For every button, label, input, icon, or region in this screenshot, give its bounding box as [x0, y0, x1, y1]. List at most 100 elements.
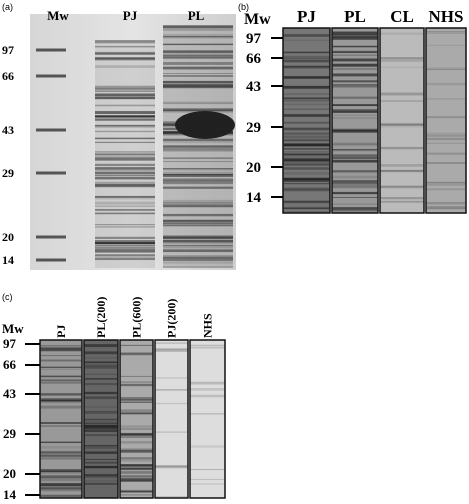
band	[163, 257, 233, 260]
band	[283, 163, 330, 166]
band	[190, 478, 225, 480]
band	[163, 157, 233, 160]
band	[95, 254, 155, 256]
band	[426, 208, 466, 210]
band	[95, 167, 155, 170]
band	[120, 449, 153, 453]
band	[95, 40, 155, 43]
band	[163, 180, 233, 182]
marker-label: 97	[2, 43, 14, 57]
band	[283, 86, 330, 89]
band	[84, 410, 118, 414]
band	[332, 192, 378, 194]
band	[163, 132, 233, 136]
band	[380, 185, 424, 188]
band	[84, 351, 118, 355]
band	[84, 450, 118, 454]
band	[380, 32, 424, 35]
band	[84, 458, 118, 460]
band	[95, 141, 155, 144]
band	[163, 149, 233, 152]
band	[283, 58, 330, 60]
band	[95, 85, 155, 88]
band	[332, 157, 378, 159]
band	[332, 31, 378, 33]
band	[84, 421, 118, 425]
lane-label: PL(600)	[130, 297, 144, 338]
band	[120, 399, 153, 402]
band	[332, 83, 378, 87]
band	[95, 94, 155, 98]
band	[40, 446, 82, 449]
band	[426, 31, 466, 33]
lane-label: PL	[344, 7, 366, 26]
band	[84, 396, 118, 400]
lane	[95, 40, 155, 268]
band	[190, 346, 225, 349]
band	[380, 186, 424, 189]
band	[40, 405, 82, 409]
band	[163, 249, 233, 253]
band	[283, 65, 330, 67]
band	[95, 242, 155, 245]
band	[163, 145, 233, 148]
band	[332, 38, 378, 40]
band	[84, 377, 118, 380]
band	[84, 422, 118, 424]
band	[40, 348, 82, 352]
lane-label: PL(200)	[94, 297, 108, 338]
band	[163, 54, 233, 56]
band	[380, 169, 424, 172]
marker-label: 29	[2, 166, 14, 180]
band	[40, 490, 82, 492]
band	[163, 138, 233, 142]
band	[163, 181, 233, 183]
band	[155, 465, 188, 469]
band	[283, 177, 330, 180]
band	[95, 168, 155, 172]
band	[283, 114, 330, 117]
band	[84, 366, 118, 369]
band	[95, 137, 155, 140]
band	[84, 445, 118, 446]
band	[283, 211, 330, 212]
band	[283, 207, 330, 210]
band	[163, 130, 233, 133]
band	[84, 446, 118, 449]
marker-label: 97	[3, 336, 17, 351]
band	[332, 129, 378, 133]
band	[95, 175, 155, 177]
band	[332, 50, 378, 53]
band	[40, 422, 82, 424]
band	[95, 93, 155, 96]
band	[84, 391, 118, 395]
band	[380, 196, 424, 200]
band	[84, 373, 118, 375]
band	[84, 465, 118, 468]
band	[283, 155, 330, 159]
marker-label: 97	[246, 31, 262, 47]
band	[163, 85, 233, 89]
band	[84, 461, 118, 464]
band	[283, 187, 330, 191]
band	[95, 163, 155, 167]
marker-header: Mw	[2, 321, 24, 336]
band	[163, 261, 233, 264]
band	[332, 150, 378, 152]
band	[120, 401, 153, 403]
band	[40, 452, 82, 455]
band	[120, 478, 153, 480]
band	[95, 96, 155, 99]
marker-label: 66	[3, 357, 17, 372]
band	[283, 34, 330, 37]
band	[190, 388, 225, 391]
band	[163, 25, 233, 29]
band	[332, 142, 378, 145]
band	[283, 151, 330, 153]
band	[95, 124, 155, 127]
band	[84, 474, 118, 476]
band	[163, 35, 233, 37]
band	[283, 98, 330, 100]
band	[120, 474, 153, 478]
